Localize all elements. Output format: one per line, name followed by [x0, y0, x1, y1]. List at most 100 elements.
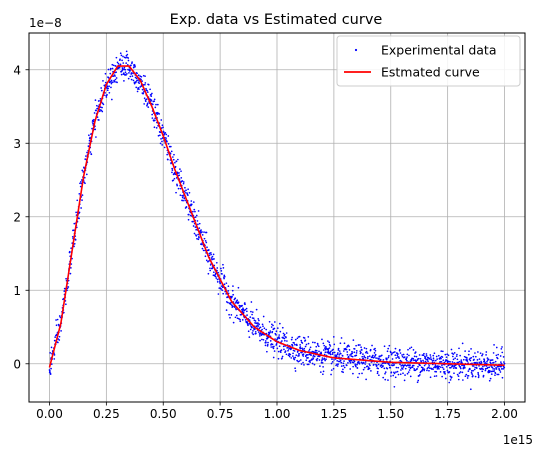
experimental-data-point [440, 357, 442, 360]
experimental-data-point [80, 207, 82, 209]
experimental-data-point [387, 347, 390, 350]
experimental-data-point [377, 363, 380, 366]
experimental-data-point [417, 379, 420, 382]
experimental-data-point [293, 342, 296, 344]
experimental-data-point [363, 355, 366, 357]
experimental-data-point [229, 316, 231, 319]
experimental-data-point [502, 356, 505, 358]
experimental-data-point [112, 64, 115, 67]
experimental-data-point [133, 81, 136, 84]
experimental-data-point [79, 185, 82, 188]
experimental-data-point [364, 361, 367, 363]
experimental-data-point [448, 381, 451, 384]
experimental-data-point [329, 352, 331, 354]
experimental-data-point [349, 368, 352, 370]
experimental-data-point [414, 369, 417, 372]
experimental-data-point [444, 353, 447, 356]
experimental-data-point [417, 357, 420, 360]
experimental-data-point [182, 181, 185, 183]
experimental-data-point [117, 62, 120, 65]
experimental-data-point [384, 372, 386, 375]
experimental-data-point [279, 322, 281, 325]
experimental-data-point [368, 367, 371, 370]
experimental-data-point [439, 371, 442, 373]
experimental-data-point [208, 260, 210, 262]
experimental-data-point [261, 338, 263, 341]
experimental-data-point [384, 371, 387, 373]
experimental-data-point [252, 317, 255, 320]
experimental-data-point [223, 277, 225, 280]
experimental-data-point [197, 210, 200, 212]
experimental-data-point [201, 247, 204, 250]
experimental-data-point [449, 379, 452, 381]
experimental-data-point [352, 365, 354, 368]
experimental-data-point [389, 366, 392, 369]
experimental-data-point [273, 350, 276, 352]
experimental-data-point [212, 271, 215, 274]
experimental-data-point [466, 360, 469, 363]
experimental-data-point [194, 216, 197, 218]
experimental-data-point [495, 368, 498, 370]
experimental-data-point [189, 214, 192, 217]
experimental-data-point [482, 374, 485, 377]
experimental-data-point [262, 325, 264, 328]
experimental-data-point [249, 316, 252, 318]
experimental-data-point [494, 374, 496, 377]
experimental-data-point [124, 56, 127, 59]
experimental-data-point [322, 365, 324, 368]
experimental-data-point [342, 364, 345, 367]
experimental-data-point [501, 376, 504, 379]
experimental-data-point [262, 315, 265, 318]
experimental-data-point [491, 366, 494, 369]
experimental-data-point [176, 184, 179, 187]
experimental-data-point [241, 319, 244, 321]
experimental-data-point [438, 358, 441, 360]
experimental-data-point [280, 349, 283, 351]
experimental-data-point [71, 235, 74, 238]
experimental-data-point [137, 74, 140, 77]
experimental-data-point [258, 335, 261, 337]
experimental-data-point [307, 356, 309, 359]
experimental-data-point [261, 323, 264, 326]
experimental-data-point [132, 66, 135, 69]
experimental-data-point [214, 275, 217, 278]
experimental-data-point [257, 318, 260, 320]
experimental-data-point [142, 74, 145, 77]
experimental-data-point [499, 371, 502, 373]
experimental-data-point [223, 274, 226, 277]
experimental-data-point [151, 92, 153, 95]
experimental-data-point [455, 355, 458, 358]
experimental-data-point [449, 375, 452, 378]
experimental-data-point [50, 363, 53, 365]
experimental-data-point [88, 134, 90, 137]
experimental-data-point [294, 356, 297, 359]
experimental-data-point [205, 259, 208, 262]
experimental-data-point [302, 355, 305, 357]
experimental-data-point [373, 352, 376, 354]
experimental-data-point [495, 354, 498, 357]
experimental-data-point [346, 351, 349, 353]
experimental-data-point [309, 346, 312, 349]
experimental-data-point [68, 250, 71, 253]
experimental-data-point [150, 93, 152, 96]
experimental-data-point [301, 347, 303, 350]
experimental-data-point [368, 355, 371, 357]
experimental-data-point [291, 355, 294, 357]
experimental-data-point [58, 335, 61, 338]
experimental-data-point [110, 86, 112, 89]
experimental-data-point [231, 295, 233, 298]
experimental-data-point [381, 362, 384, 365]
experimental-data-point [406, 353, 409, 356]
experimental-data-point [374, 349, 377, 352]
experimental-data-point [132, 79, 135, 82]
experimental-data-point [261, 328, 263, 331]
experimental-data-point [278, 337, 281, 340]
experimental-data-point [353, 360, 356, 363]
experimental-data-point [207, 272, 210, 275]
experimental-data-point [339, 359, 342, 362]
experimental-data-point [323, 344, 326, 347]
experimental-data-point [127, 77, 130, 80]
experimental-data-point [277, 357, 280, 360]
experimental-data-point [170, 150, 173, 153]
experimental-data-point [245, 307, 248, 310]
